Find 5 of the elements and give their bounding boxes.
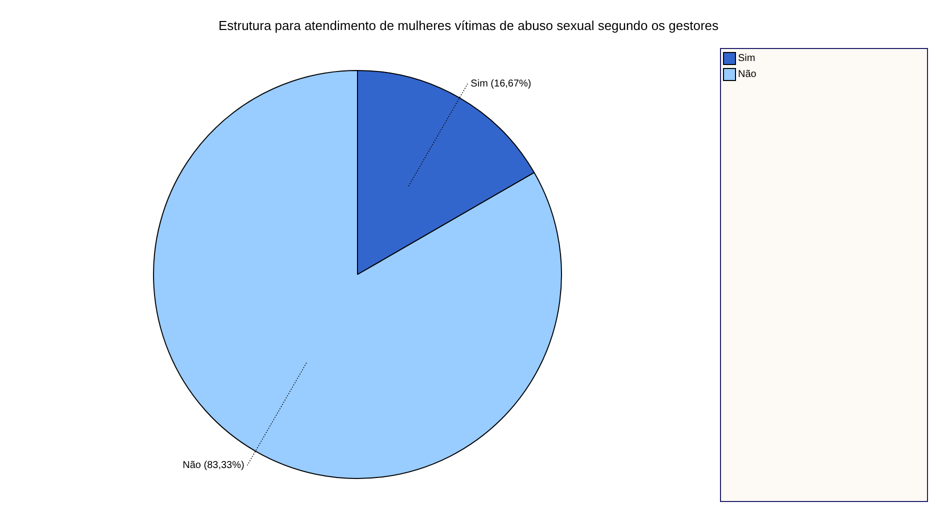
data-label: Não (83,33%) (182, 460, 244, 472)
chart-title: Estrutura para atendimento de mulheres vítimas de abuso sexual segundo os gestores (217, 18, 720, 33)
data-label: Sim (16,67%) (470, 78, 532, 90)
legend-label: Sim (738, 53, 756, 64)
legend-label: Não (738, 69, 756, 80)
